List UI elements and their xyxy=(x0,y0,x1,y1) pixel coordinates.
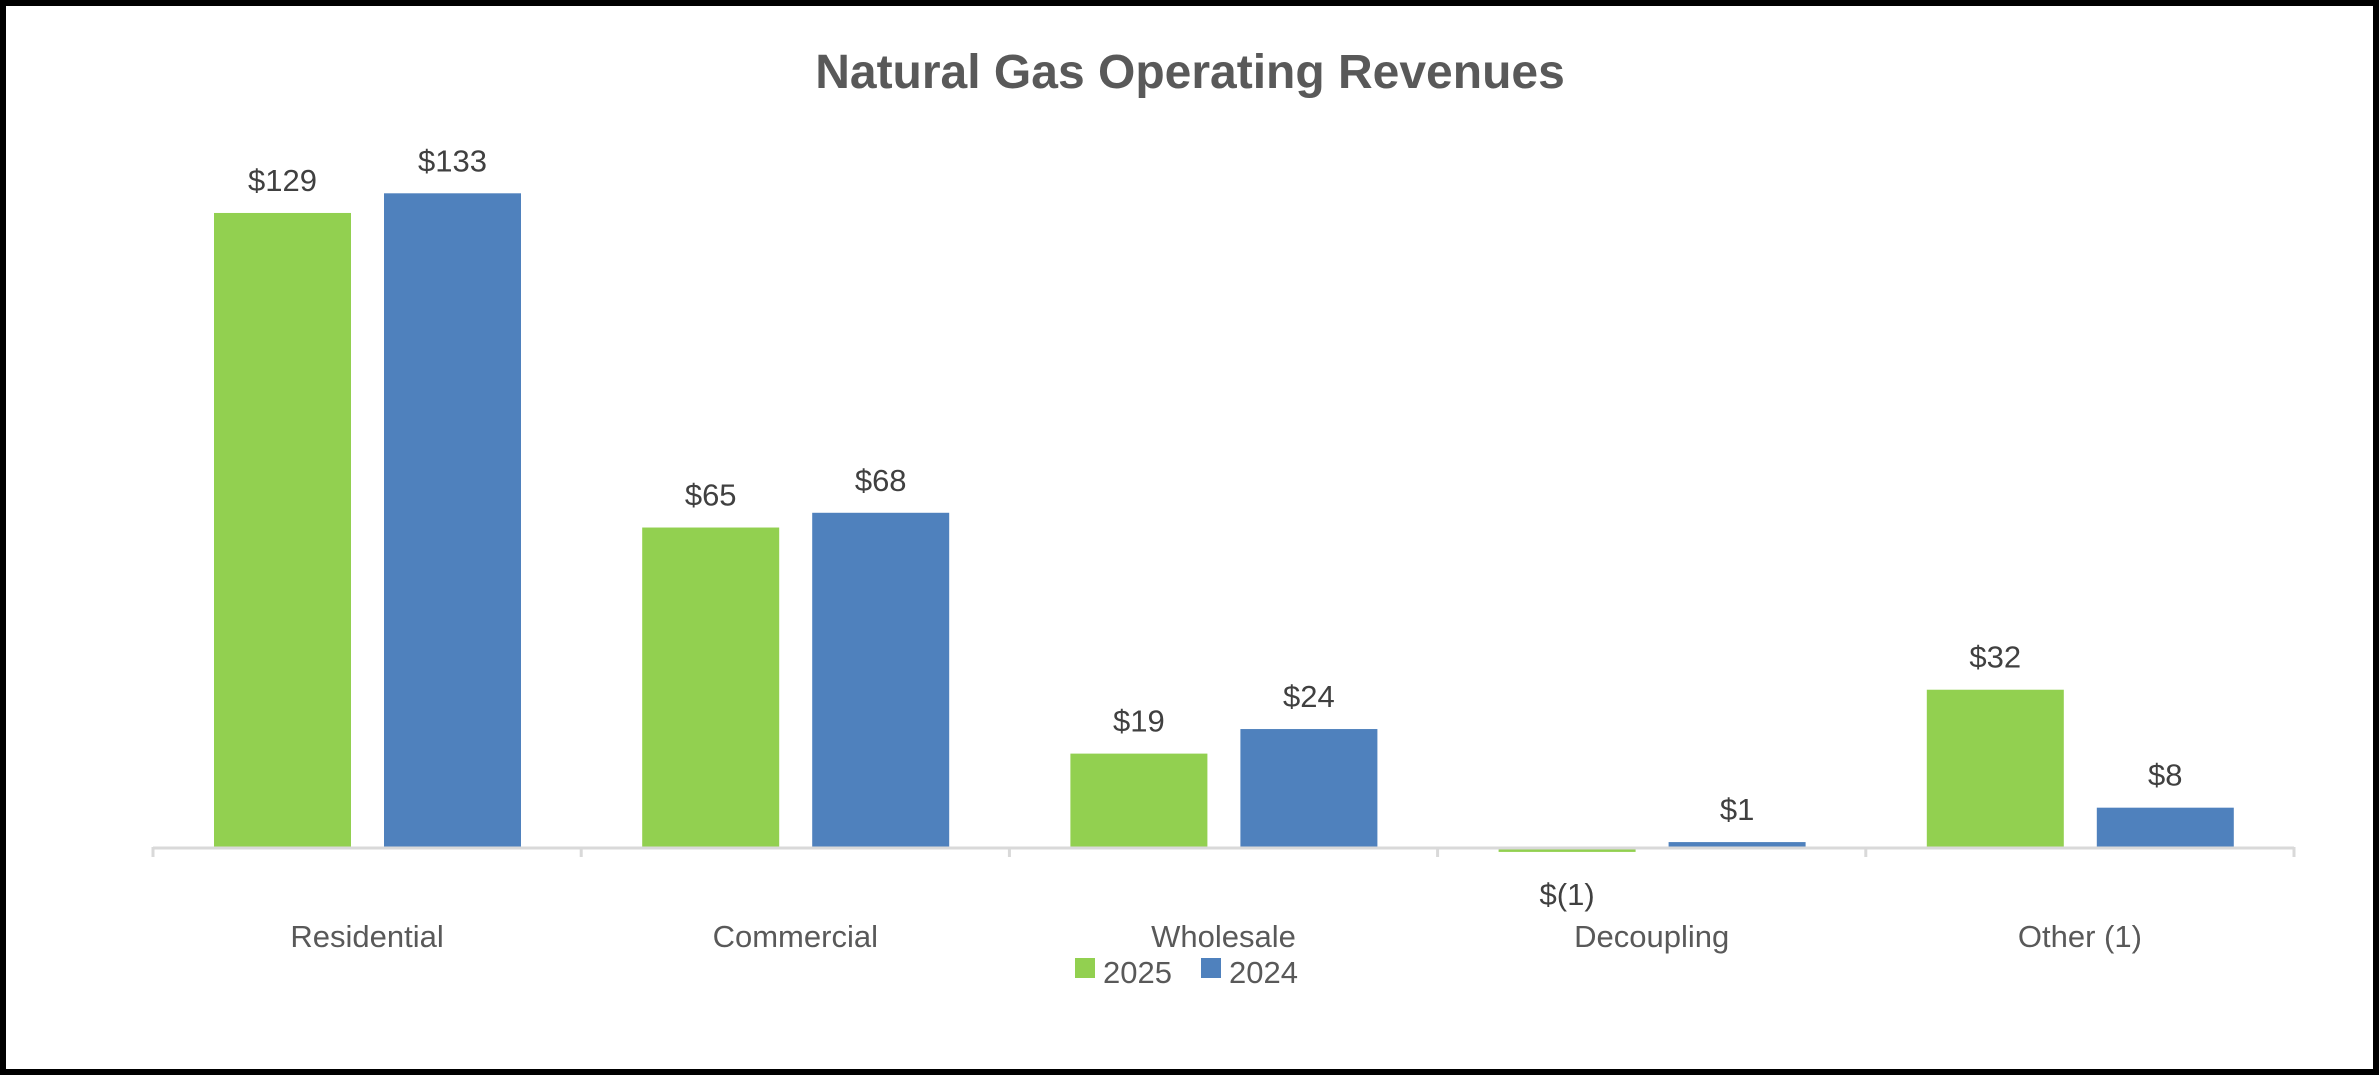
chart-title: Natural Gas Operating Revenues xyxy=(815,46,1565,99)
bar-2025-wholesale xyxy=(1070,753,1208,847)
data-label: $24 xyxy=(1283,679,1335,714)
bar-2024-wholesale xyxy=(1240,729,1378,847)
category-label: Other (1) xyxy=(2018,919,2142,954)
bar-2024-residential xyxy=(384,193,521,847)
bar-2024-commercial xyxy=(812,512,950,847)
legend: 2025 2024 xyxy=(1075,955,1298,990)
data-label: $32 xyxy=(1969,640,2021,675)
data-label: $19 xyxy=(1113,704,1165,739)
data-label: $(1) xyxy=(1540,877,1595,912)
legend-label-2025: 2025 xyxy=(1103,955,1172,990)
data-label: $8 xyxy=(2148,758,2182,793)
bar-2025-commercial xyxy=(642,527,780,847)
category-label: Commercial xyxy=(713,919,878,954)
category-label: Decoupling xyxy=(1574,919,1729,954)
data-label: $1 xyxy=(1720,792,1754,827)
bar-2025-residential xyxy=(214,212,351,848)
bar-2025-other-1- xyxy=(1926,689,2064,847)
data-label: $68 xyxy=(855,463,907,498)
data-label: $133 xyxy=(418,143,487,178)
data-label: $65 xyxy=(685,478,737,513)
data-label: $129 xyxy=(248,163,317,198)
category-label: Residential xyxy=(290,919,443,954)
category-label: Wholesale xyxy=(1151,919,1296,954)
legend-swatch-2025 xyxy=(1075,958,1095,978)
legend-swatch-2024 xyxy=(1201,958,1221,978)
legend-label-2024: 2024 xyxy=(1229,955,1298,990)
bar-2024-other-1- xyxy=(2096,807,2234,847)
bar-2024-decoupling xyxy=(1668,842,1806,847)
